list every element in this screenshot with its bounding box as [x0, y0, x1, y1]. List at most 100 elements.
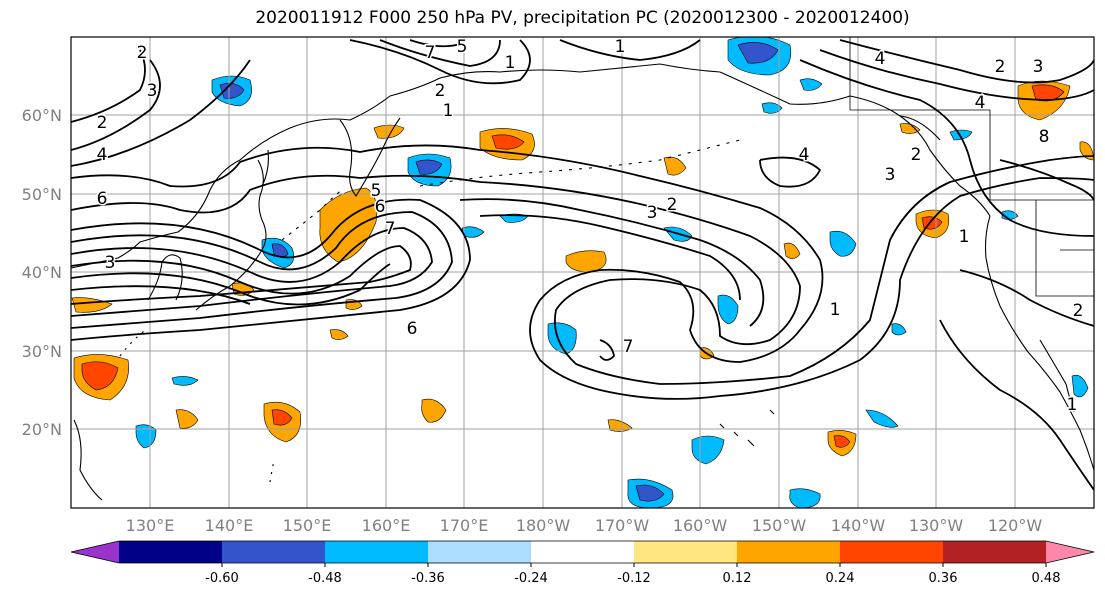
precip-neg-blob	[799, 78, 823, 91]
contour-label: 8	[1039, 127, 1050, 147]
lon-label: 130°E	[126, 516, 175, 535]
lon-label: 160°W	[673, 516, 728, 535]
lat-label: 30°N	[22, 342, 62, 361]
contour-label: 1	[959, 227, 970, 247]
colorbar-tick-label: -0.48	[308, 571, 342, 586]
contour-label: 6	[407, 319, 418, 339]
map-frame	[70, 36, 1095, 509]
contour-label: 4	[799, 145, 810, 165]
contour-label: 2	[911, 145, 922, 165]
colorbar-segment	[428, 541, 532, 563]
colorbar-segment	[1046, 541, 1094, 563]
alaska-panhandle	[899, 115, 941, 141]
mariana-islands	[269, 459, 275, 483]
contour-label: 2	[1073, 301, 1084, 321]
contour-label: 6	[97, 189, 108, 209]
colorbar-segment	[634, 541, 738, 563]
lon-label: 170°W	[595, 516, 650, 535]
precip-neg-blob	[761, 102, 783, 114]
contour-label: 2	[995, 57, 1006, 77]
precip-pos-core	[491, 134, 525, 150]
contour-label: 4	[97, 145, 108, 165]
precip-pos-blob	[329, 329, 349, 340]
lon-label: 120°W	[988, 516, 1043, 535]
contour-label: 1	[830, 300, 841, 320]
precip-pos-core	[271, 409, 293, 426]
colorbar-tick-label: -0.36	[411, 571, 445, 586]
precip-pos-blob	[899, 123, 921, 134]
pv-contours	[71, 39, 1094, 491]
precip-neg-core	[737, 42, 779, 64]
precip-neg-blob	[891, 323, 907, 336]
lon-label: 140°E	[205, 516, 254, 535]
colorbar-outline	[70, 540, 1095, 564]
lon-label: 160°E	[362, 516, 411, 535]
colorbar-tick-label: -0.24	[514, 571, 548, 586]
contour-label: 4	[875, 49, 886, 69]
precip-neg-core	[415, 159, 443, 175]
colorbar-segment	[119, 541, 223, 563]
lon-tick-labels: 130°E 140°E 150°E 160°E 170°E 180°W 170°…	[126, 516, 1043, 535]
colorbar-segment	[840, 541, 944, 563]
colorbar-tick-label: 0.12	[723, 571, 752, 586]
contour-label: 7	[385, 219, 396, 239]
colorbar-tick-label: 0.48	[1032, 571, 1061, 586]
precip-pos-blob	[421, 398, 447, 423]
contour-label: 1	[615, 37, 626, 57]
contour-label: 5	[371, 181, 382, 201]
precip-neg-blob	[135, 424, 157, 449]
precip-neg-blob	[1071, 374, 1089, 398]
precip-neg-blob	[865, 409, 899, 428]
asia-coast	[71, 63, 721, 269]
baja-coast	[1039, 339, 1075, 413]
kamchatka-coast	[339, 117, 401, 197]
contour-label: 2	[667, 195, 678, 215]
precip-blue-areas	[135, 37, 1089, 508]
lon-label: 180°W	[516, 516, 571, 535]
precip-neg-blob	[171, 376, 199, 386]
contour-label: 2	[435, 81, 446, 101]
precip-pos-blob	[565, 250, 607, 273]
lat-label: 20°N	[22, 420, 62, 439]
contour-label: 2	[97, 113, 108, 133]
hawaii-islands	[719, 409, 775, 447]
lon-label: 170°E	[440, 516, 489, 535]
lon-label: 130°W	[909, 516, 964, 535]
precip-pos-blob	[663, 156, 687, 176]
chart-title: 2020011912 F000 250 hPa PV, precipitatio…	[255, 8, 910, 28]
precip-neg-core	[635, 484, 665, 502]
lat-label: 50°N	[22, 185, 62, 204]
colorbar-tick-label: 0.36	[929, 571, 958, 586]
contour-label: 5	[457, 37, 468, 57]
colorbar-segment	[943, 541, 1047, 563]
contour-label: 4	[975, 93, 986, 113]
alaska-coast	[719, 71, 991, 217]
precip-pos-blob	[783, 242, 801, 259]
contour-label: 6	[375, 197, 386, 217]
colorbar-tick-label: -0.60	[205, 571, 239, 586]
precip-pos-core	[833, 435, 851, 448]
contour-label: 1	[1067, 395, 1078, 415]
lon-label: 150°W	[752, 516, 807, 535]
contour-label: 7	[425, 43, 436, 63]
kuril-islands	[281, 187, 345, 241]
precip-neg-blob	[789, 488, 821, 508]
precip-neg-blob	[829, 230, 857, 257]
korea-coast	[147, 254, 183, 301]
precip-pos-core	[81, 361, 119, 391]
lat-tick-labels: 20°N 30°N 40°N 50°N 60°N	[22, 106, 62, 439]
contour-label: 3	[1033, 57, 1044, 77]
colorbar-segment	[531, 541, 635, 563]
precip-pos-core	[1031, 84, 1065, 102]
precip-pos-blob	[175, 409, 199, 429]
colorbar-segment	[325, 541, 429, 563]
colorbar-segment	[71, 541, 119, 563]
lon-label: 150°E	[283, 516, 332, 535]
contour-label: 3	[647, 203, 658, 223]
contour-label: 3	[885, 165, 896, 185]
na-west-coast	[984, 215, 1094, 471]
lat-label: 60°N	[22, 106, 62, 125]
colorbar-segment	[737, 541, 841, 563]
